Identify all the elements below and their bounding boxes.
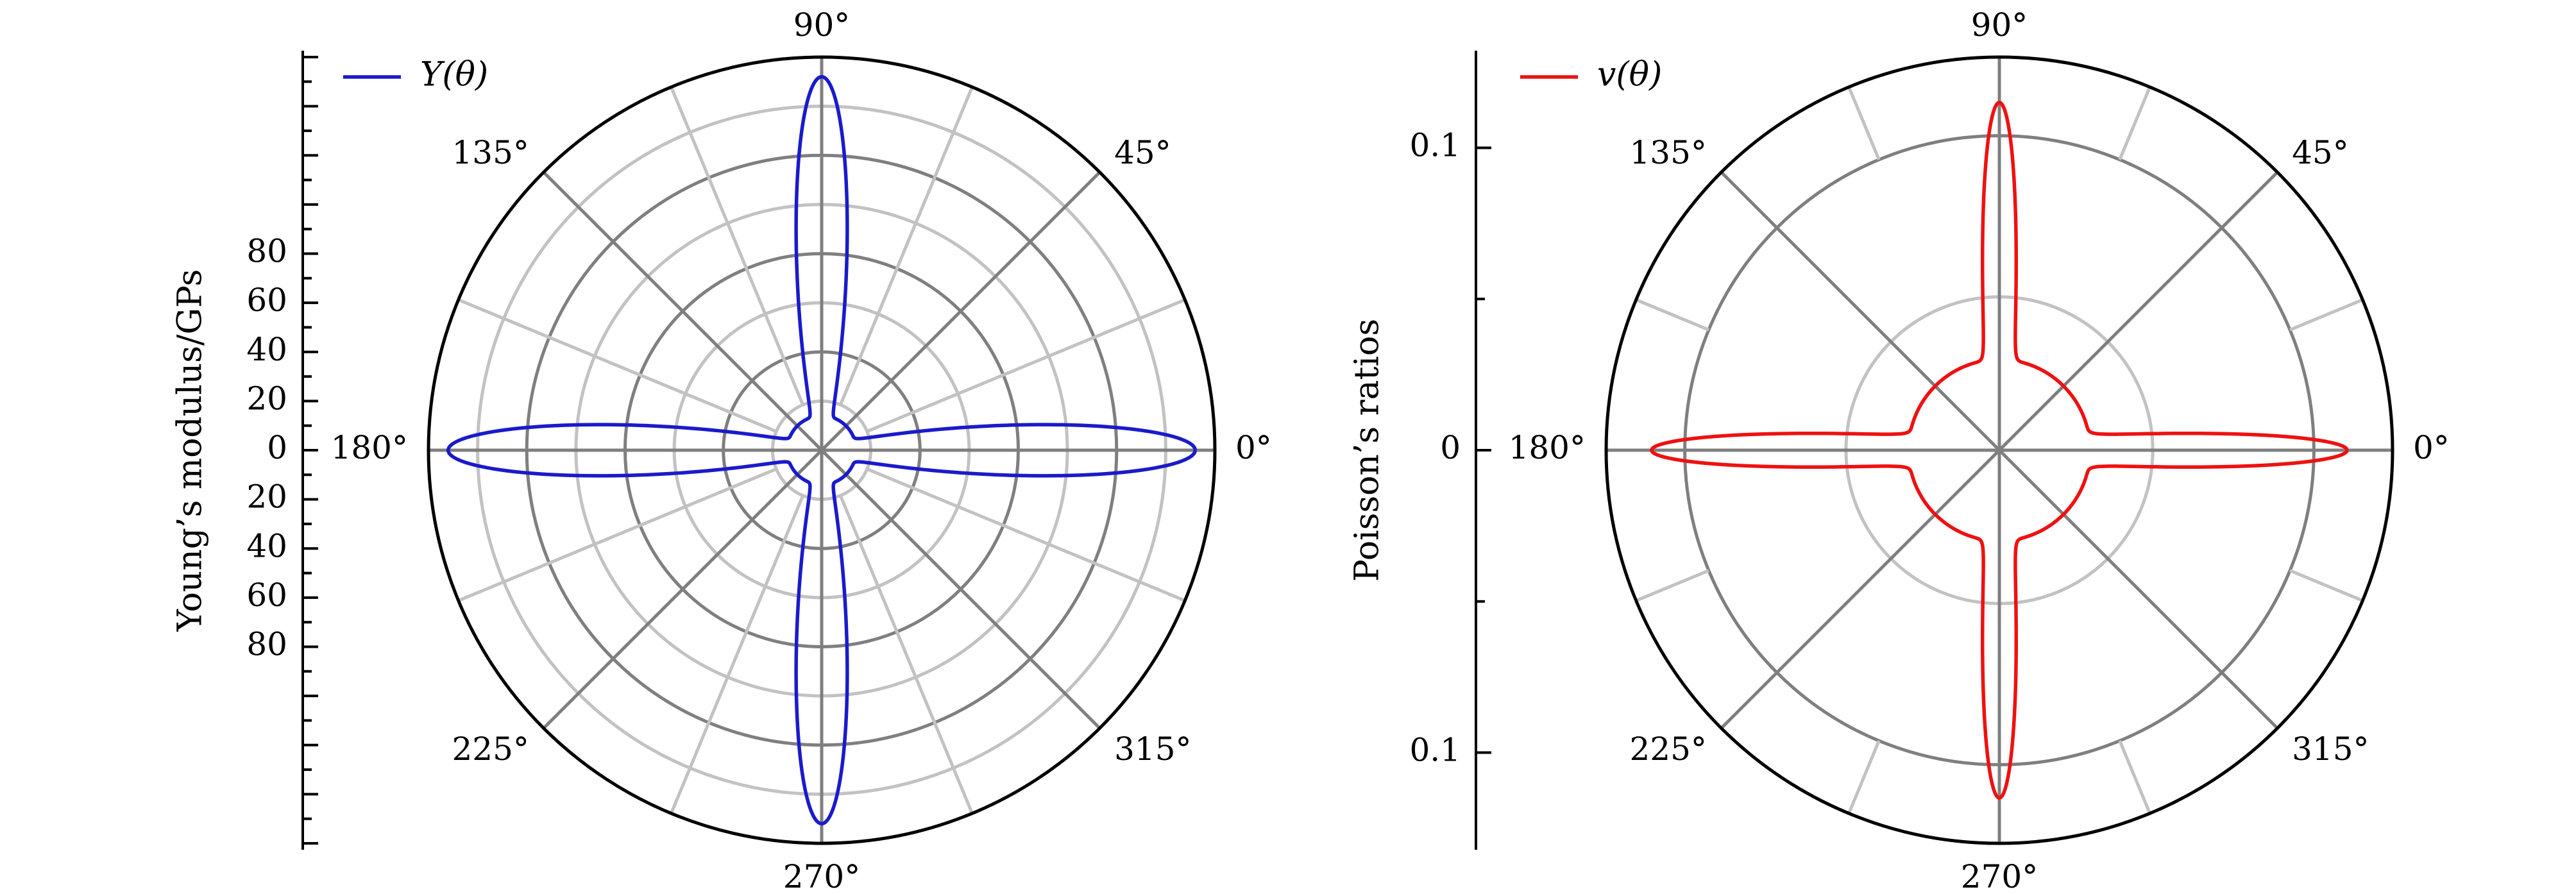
grid-spoke bbox=[1998, 171, 2279, 451]
grid-spoke bbox=[457, 467, 777, 602]
grid-spoke bbox=[1720, 171, 2001, 451]
radial-tick-label: 20 bbox=[246, 380, 287, 417]
grid-spoke bbox=[838, 494, 974, 814]
legend-label: Y(θ) bbox=[420, 56, 488, 94]
angle-tick-label: 0° bbox=[1235, 429, 1272, 466]
angle-tick-label: 180° bbox=[1509, 429, 1586, 466]
angle-tick-label: 315° bbox=[1114, 730, 1191, 768]
angle-tick-label: 0° bbox=[2413, 429, 2450, 466]
angle-tick-label: 90° bbox=[1971, 6, 2028, 44]
grid-spoke bbox=[670, 86, 805, 406]
radial-tick-label: 40 bbox=[246, 331, 287, 368]
grid-spoke bbox=[1720, 449, 2001, 730]
radial-tick-label: 80 bbox=[246, 626, 287, 663]
grid-spoke bbox=[838, 86, 974, 406]
radial-tick-label: 0.1 bbox=[1409, 127, 1461, 164]
angle-tick-label: 45° bbox=[2292, 134, 2349, 171]
grid-spoke bbox=[2118, 740, 2151, 814]
angle-tick-label: 180° bbox=[331, 429, 408, 466]
grid-spoke bbox=[820, 449, 1101, 730]
grid-spoke bbox=[1847, 86, 1881, 160]
radial-tick-label: 0 bbox=[1440, 429, 1461, 466]
radial-tick-label: 40 bbox=[246, 527, 287, 564]
series-0-curve bbox=[446, 74, 1198, 826]
y-axis-label: Poisson’s ratios bbox=[1348, 319, 1387, 582]
grid-spoke bbox=[457, 298, 777, 434]
grid-spoke bbox=[1635, 569, 1709, 602]
angle-tick-label: 45° bbox=[1114, 134, 1171, 171]
radial-tick-label: 60 bbox=[246, 577, 287, 614]
radial-tick-label: 80 bbox=[246, 233, 287, 270]
angle-tick-label: 135° bbox=[452, 134, 529, 171]
y-axis-label: Young’s modulus/GPs bbox=[171, 269, 210, 632]
grid-spoke bbox=[1998, 449, 2279, 730]
angle-tick-label: 225° bbox=[1629, 730, 1706, 768]
grid-spoke bbox=[820, 171, 1101, 451]
angle-tick-label: 135° bbox=[1629, 134, 1706, 171]
angle-tick-label: 315° bbox=[2292, 730, 2369, 768]
polar-frame bbox=[427, 55, 1217, 845]
grid-spoke bbox=[2118, 86, 2151, 160]
series-1-curve bbox=[1649, 100, 2349, 800]
radial-tick-label: 0 bbox=[267, 429, 287, 466]
grid-spoke bbox=[2289, 298, 2364, 332]
grid-spoke bbox=[670, 494, 805, 814]
polar-frame bbox=[1604, 55, 2394, 845]
angle-tick-label: 225° bbox=[452, 730, 529, 768]
grid-spoke bbox=[542, 449, 823, 730]
grid-spoke bbox=[866, 298, 1186, 434]
young-modulus-polar-panel: 0° 45° 90° 135° 180° 225° 270° 315° 80 60 40 20 0 20 4… bbox=[171, 6, 1272, 894]
angle-tick-label: 90° bbox=[793, 6, 851, 44]
grid-spoke bbox=[1847, 740, 1881, 814]
grid-spoke bbox=[542, 171, 823, 451]
legend-label: v(θ) bbox=[1597, 56, 1662, 94]
angle-tick-label: 270° bbox=[783, 858, 860, 894]
radial-tick-label: 20 bbox=[246, 478, 287, 516]
poisson-ratio-polar-panel: 0° 45° 90° 135° 180° 225° 270° 315° 0.1 0 0.1 Poiss… bbox=[1348, 6, 2450, 894]
radial-tick-label: 0.1 bbox=[1409, 732, 1461, 769]
grid-spoke bbox=[1635, 298, 1709, 332]
grid-spoke bbox=[2289, 569, 2364, 602]
angle-tick-label: 270° bbox=[1961, 858, 2038, 894]
radial-tick-label: 60 bbox=[246, 282, 287, 319]
grid-spoke bbox=[866, 467, 1186, 602]
